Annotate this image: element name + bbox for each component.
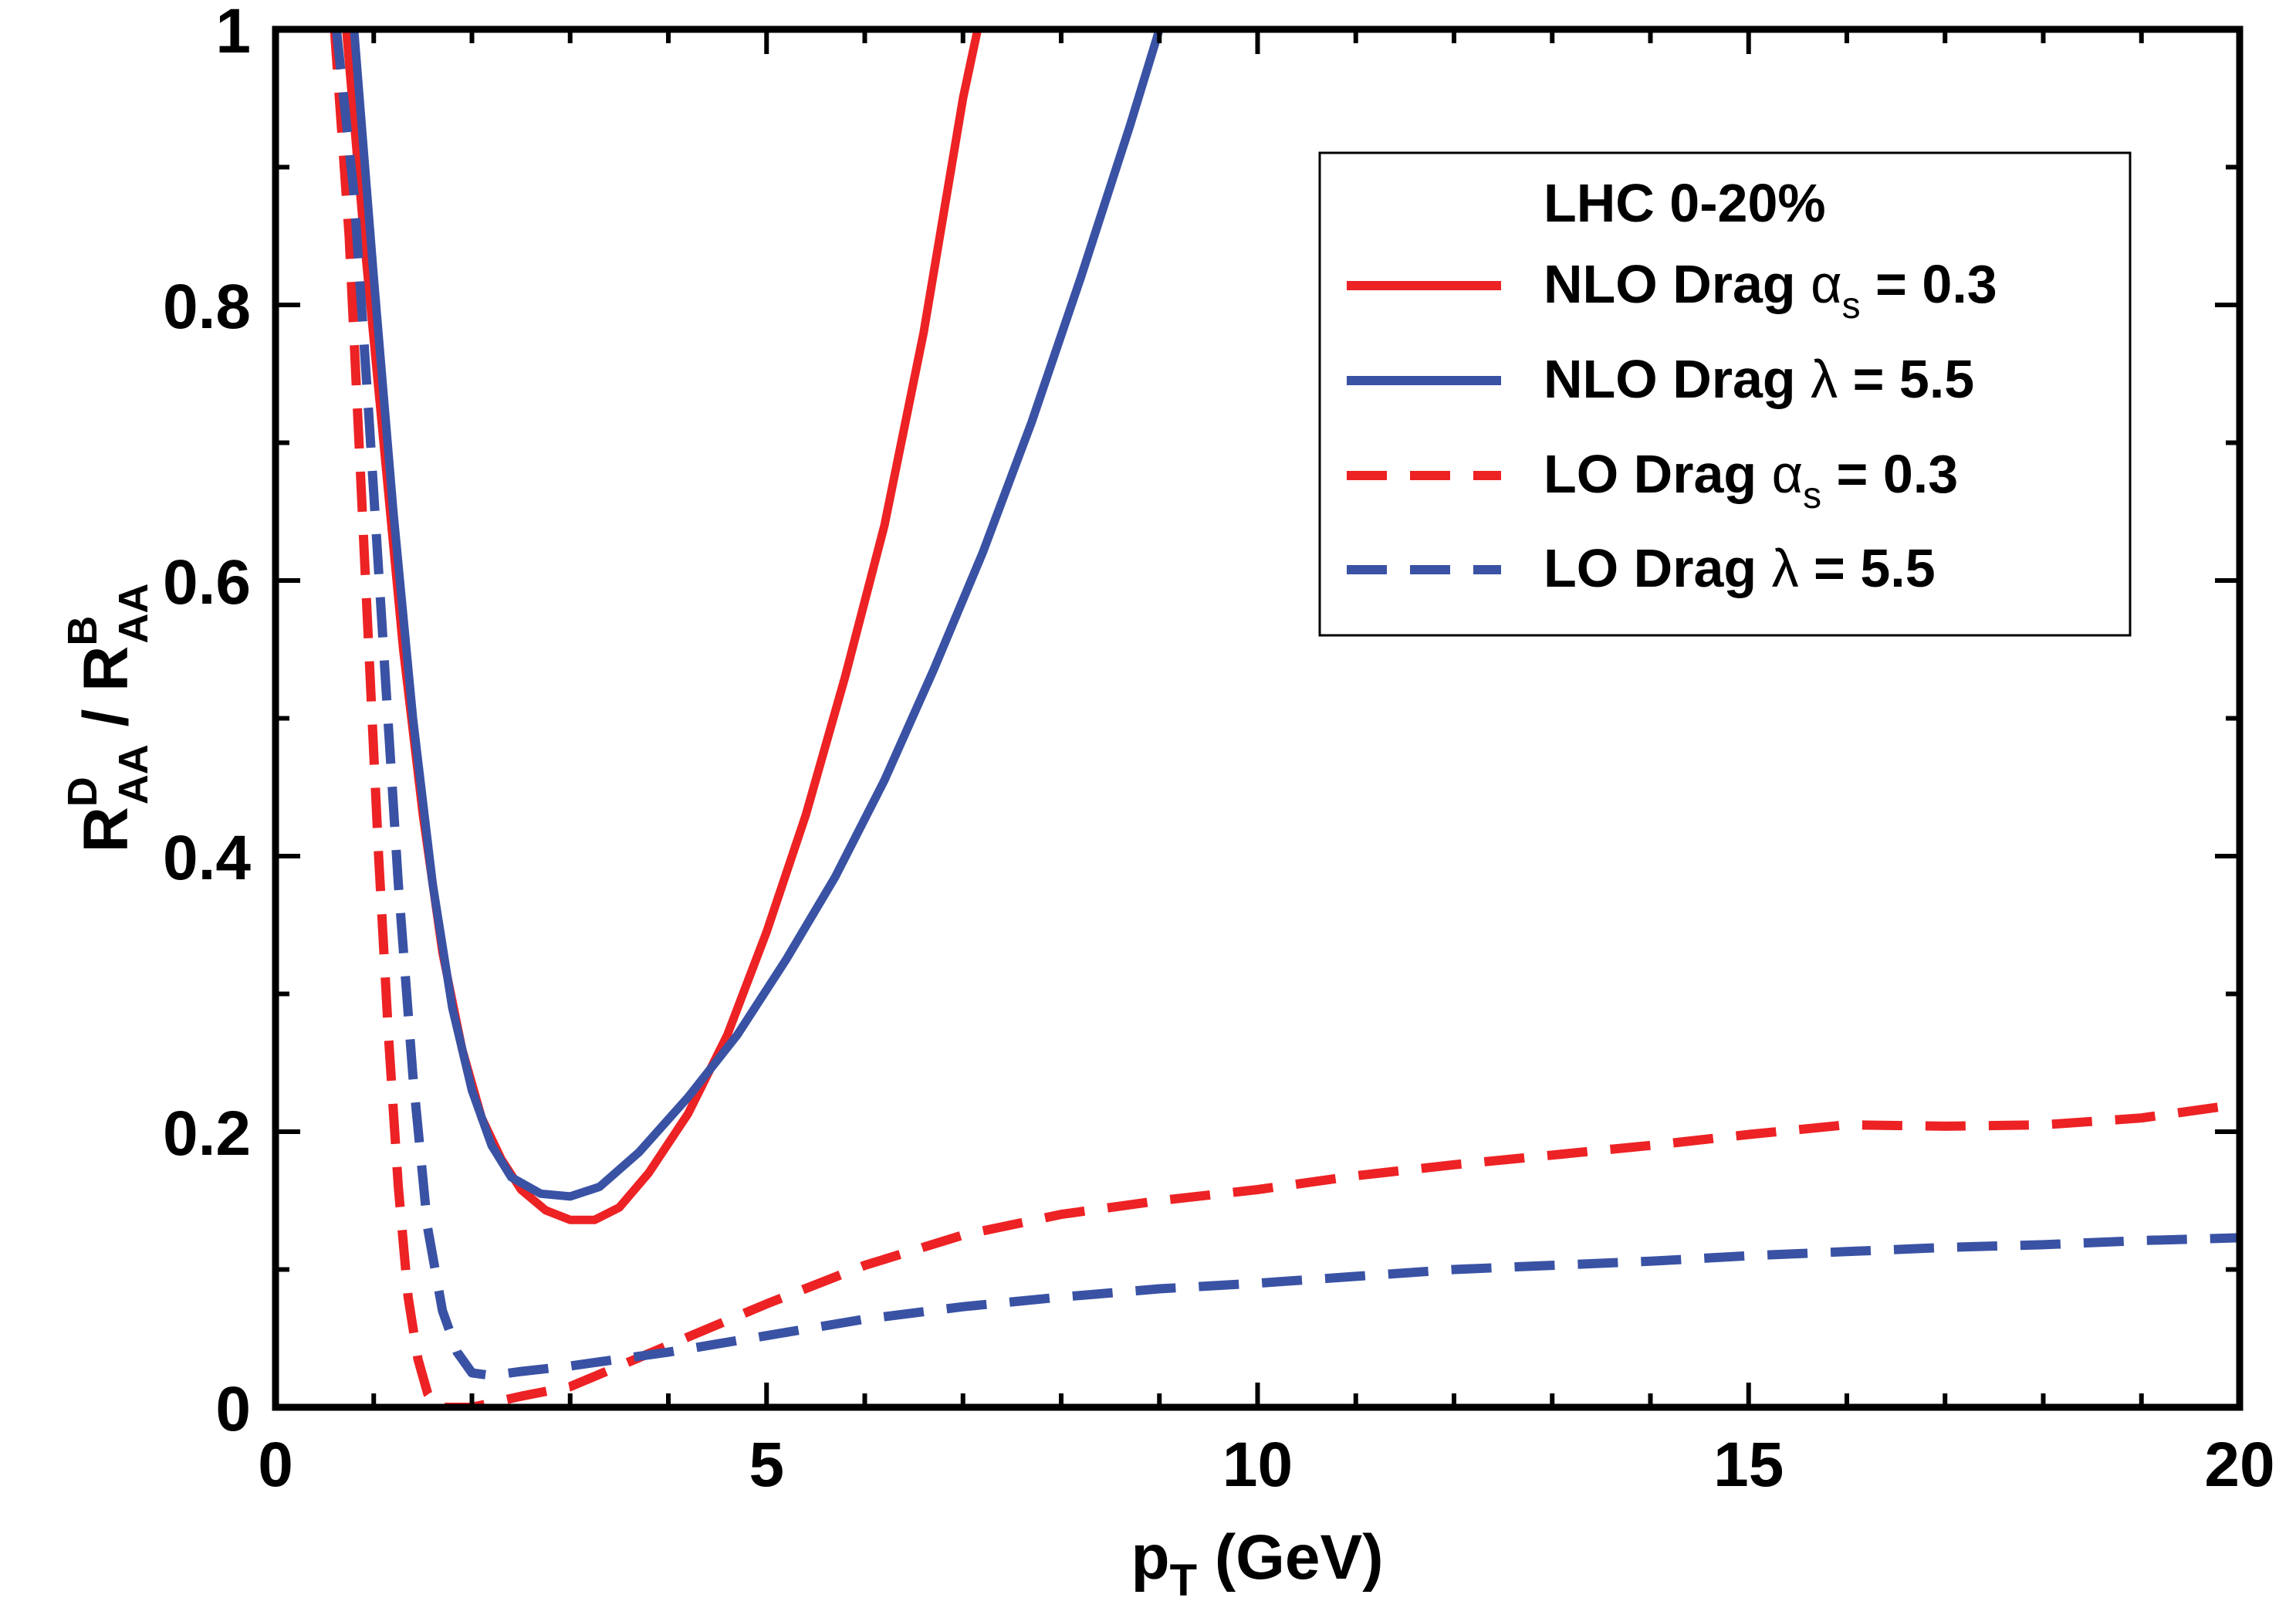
legend-label-4: LO Drag λ = 5.5 bbox=[1544, 538, 1936, 598]
x-axis-label-sub: T bbox=[1170, 1556, 1197, 1606]
x-axis-label: pT (GeV) bbox=[1131, 1522, 1383, 1606]
legend-label-symbol: λ bbox=[1772, 538, 1799, 598]
legend-label-symbol-sub: s bbox=[1842, 286, 1861, 327]
legend-label-2: NLO Drag λ = 5.5 bbox=[1544, 349, 1974, 409]
y-label-den-sup: B bbox=[59, 616, 106, 646]
y-tick-label: 0 bbox=[215, 1374, 251, 1444]
x-tick-label: 0 bbox=[258, 1430, 293, 1500]
y-label-num-sub: AA bbox=[110, 744, 157, 804]
legend-label-1: NLO Drag αs = 0.3 bbox=[1544, 254, 1997, 327]
legend-label-suffix: = 0.3 bbox=[1861, 254, 1997, 314]
legend-label-prefix: NLO Drag bbox=[1544, 254, 1811, 314]
y-label-sep: / bbox=[71, 709, 141, 727]
y-label-den-sub: AA bbox=[110, 584, 157, 644]
series-line-2 bbox=[350, 29, 1164, 1201]
y-label-gap-2 bbox=[71, 692, 141, 709]
legend-label-symbol: α bbox=[1772, 444, 1803, 504]
y-label-num-sup: D bbox=[59, 777, 106, 807]
x-tick-label: 10 bbox=[1222, 1430, 1293, 1500]
x-tick-label: 15 bbox=[1713, 1430, 1784, 1500]
y-tick-label: 1 bbox=[215, 0, 251, 66]
legend-label-prefix: NLO Drag bbox=[1544, 349, 1811, 409]
legend-label-symbol: λ bbox=[1811, 349, 1838, 409]
x-axis-label-unit: (GeV) bbox=[1215, 1522, 1384, 1593]
legend-label-suffix: = 0.3 bbox=[1821, 444, 1958, 504]
x-axis-label-gap bbox=[1197, 1522, 1215, 1593]
legend-box bbox=[1318, 151, 2132, 637]
y-label-num-base: R bbox=[71, 807, 141, 852]
series-line-4 bbox=[331, 29, 2240, 1380]
legend-label-prefix: LO Drag bbox=[1544, 538, 1772, 598]
x-tick-label: 5 bbox=[749, 1430, 784, 1500]
x-tick-label: 20 bbox=[2204, 1430, 2274, 1500]
legend-label-symbol-sub: s bbox=[1803, 476, 1821, 516]
tick-layer: 0 5 10 15 20 0 0.2 0.4 0.6 0.8 1 bbox=[163, 0, 2275, 1500]
y-tick-label: 0.4 bbox=[163, 823, 251, 893]
series-line-3 bbox=[330, 29, 2240, 1407]
legend-label-suffix: = 5.5 bbox=[1838, 349, 1974, 409]
legend-label-3: LO Drag αs = 0.3 bbox=[1544, 444, 1958, 516]
legend-label-suffix: = 5.5 bbox=[1799, 538, 1936, 598]
y-label-gap-1 bbox=[71, 726, 141, 744]
series-line-1 bbox=[342, 29, 982, 1224]
legend-label-symbol: α bbox=[1811, 254, 1841, 314]
legend-label-prefix: LO Drag bbox=[1544, 444, 1772, 504]
y-tick-label: 0.8 bbox=[163, 272, 251, 342]
y-axis-label: RD AA / RB AA bbox=[59, 584, 157, 853]
y-label-den-base: R bbox=[71, 646, 141, 692]
legend-title: LHC 0-20% bbox=[1544, 173, 1826, 233]
series-layer bbox=[330, 29, 2240, 1407]
x-axis-label-base: p bbox=[1131, 1522, 1169, 1593]
y-tick-label: 0.6 bbox=[163, 547, 251, 618]
y-tick-label: 0.2 bbox=[163, 1099, 251, 1169]
